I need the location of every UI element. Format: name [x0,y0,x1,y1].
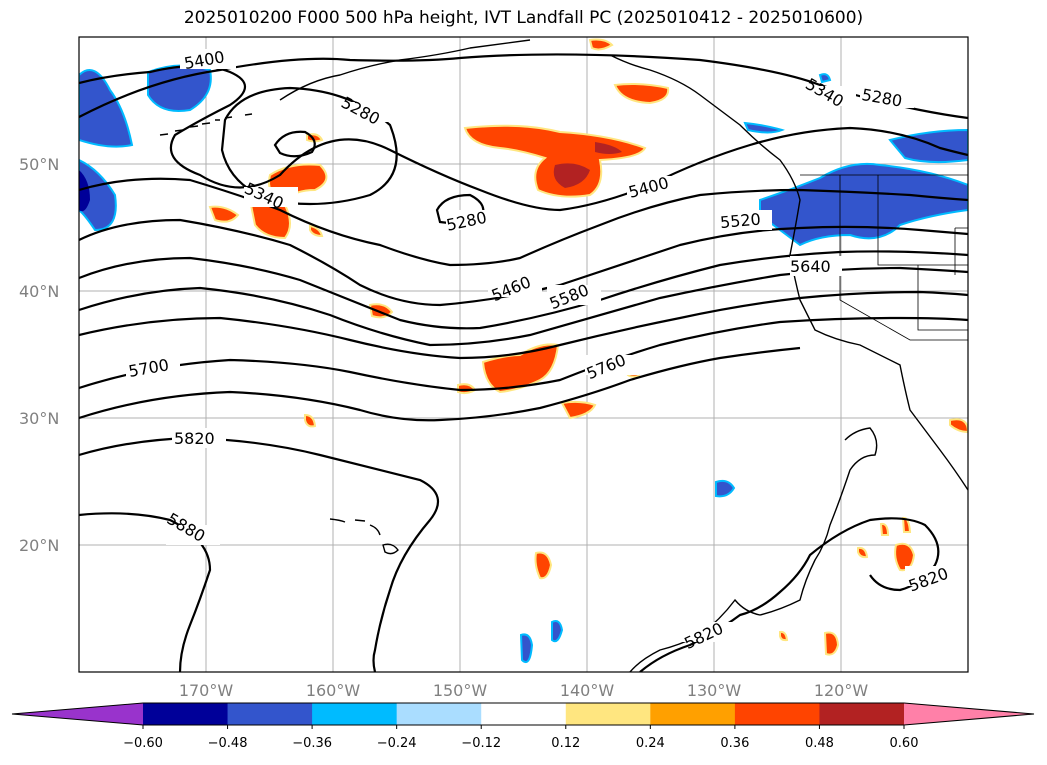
lon-label: 120°W [814,681,869,700]
colorbar-segment [650,703,736,725]
colorbar-segment [396,703,482,725]
colorbar-tick-label: −0.48 [208,736,248,751]
contour-label: 5820 [174,429,215,448]
map-frame [78,36,969,673]
graticule [79,37,968,672]
political-borders [800,174,968,341]
colorbar-extend-high [904,703,1034,725]
colorbar-segment [227,703,313,725]
longitude-labels: 170°W 160°W 150°W 140°W 130°W 120°W [179,681,869,700]
colorbar-tick-label: 0.48 [805,736,834,751]
colorbar-tick-label: −0.60 [123,736,163,751]
colorbar [11,702,1035,726]
colorbar-tick-label: −0.36 [292,736,332,751]
colorbar-tick-label: 0.24 [636,736,665,751]
lon-label: 150°W [433,681,488,700]
lon-label: 130°W [687,681,742,700]
colorbar-extend-low [12,703,143,725]
colorbar-tick-label: 0.60 [890,736,919,751]
contour-label: 5640 [790,257,831,276]
plot-title: 2025010200 F000 500 hPa height, IVT Land… [183,8,864,28]
latitude-labels: 50°N 40°N 30°N 20°N [19,155,59,555]
colorbar-segment [734,703,820,725]
colorbar-tick-label: 0.12 [551,736,580,751]
lat-label: 40°N [19,282,59,301]
lat-label: 20°N [19,536,59,555]
colorbar-tick-labels: −0.60 −0.48 −0.36 −0.24 −0.12 0.12 0.24 0.36 0.4… [123,725,918,751]
colorbar-tick-label: 0.36 [720,736,749,751]
colorbar-segment [312,703,398,725]
colorbar-segment [819,703,905,725]
lon-label: 140°W [560,681,615,700]
colorbar-segment [481,703,567,725]
lon-label: 160°W [306,681,361,700]
contour-label: 5520 [719,210,761,232]
lat-label: 30°N [19,409,59,428]
lat-label: 50°N [19,155,59,174]
colorbar-tick-label: −0.12 [461,736,501,751]
colorbar-segment [143,703,229,725]
colorbar-tick-label: −0.24 [377,736,417,751]
lon-label: 170°W [179,681,234,700]
colorbar-segment [565,703,651,725]
